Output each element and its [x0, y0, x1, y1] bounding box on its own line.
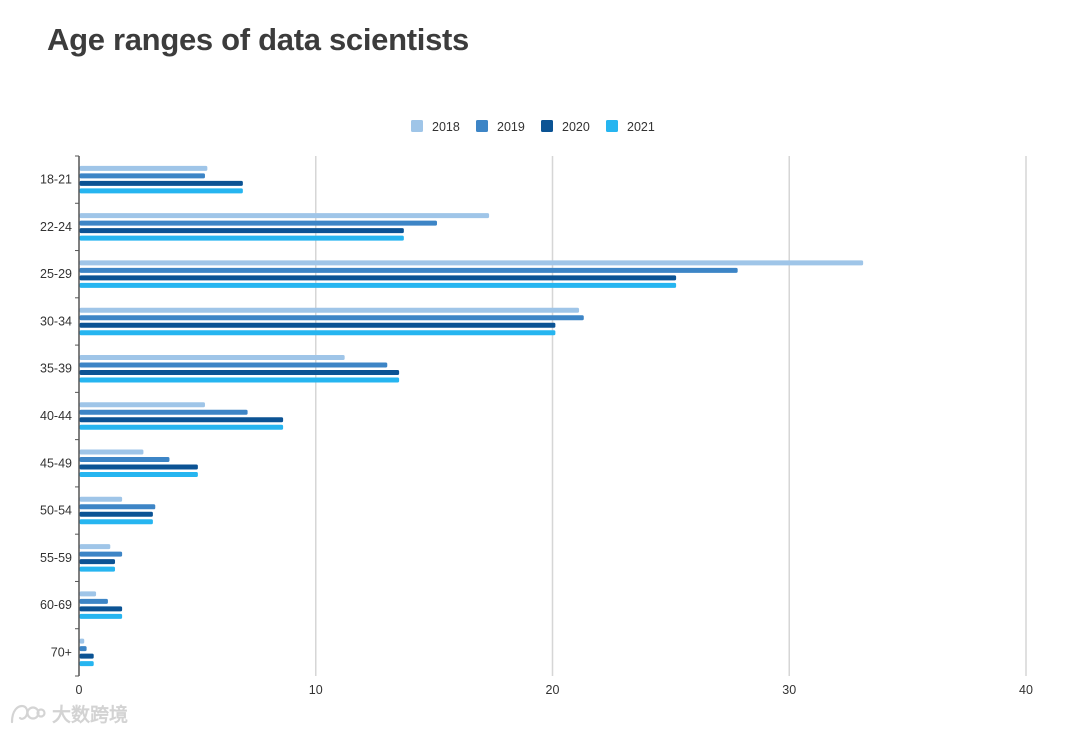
- y-tick-label: 35-39: [40, 362, 72, 376]
- bar-2020-40-44: [79, 417, 284, 423]
- bar-2020-45-49: [79, 464, 198, 470]
- bar-2018-18-21: [79, 165, 208, 171]
- y-tick-label: 55-59: [40, 551, 72, 565]
- bar-2020-35-39: [79, 369, 400, 375]
- bar-2021-25-29: [79, 282, 677, 288]
- x-tick-label: 0: [76, 683, 83, 697]
- bar-2021-35-39: [79, 377, 400, 383]
- gridlines: [315, 156, 1027, 676]
- bar-2020-18-21: [79, 180, 243, 186]
- bar-2019-25-29: [79, 267, 738, 273]
- y-tick-label: 18-21: [40, 173, 72, 187]
- bar-2019-50-54: [79, 504, 156, 510]
- legend-item-2018: 2018: [411, 120, 460, 134]
- bar-2021-40-44: [79, 424, 284, 430]
- legend-swatch: [476, 120, 488, 132]
- bar-2020-30-34: [79, 322, 556, 328]
- bar-2020-55-59: [79, 559, 116, 565]
- bar-2020-70+: [79, 653, 94, 659]
- watermark: 大数跨境: [8, 700, 128, 727]
- legend-label: 2021: [627, 120, 655, 134]
- bar-2019-55-59: [79, 551, 123, 557]
- bar-2018-25-29: [79, 260, 864, 266]
- x-tick-label: 10: [309, 683, 323, 697]
- bar-2021-70+: [79, 661, 94, 667]
- y-tick-label: 25-29: [40, 267, 72, 281]
- bars: [79, 165, 864, 667]
- bar-2020-50-54: [79, 511, 153, 517]
- bar-2018-30-34: [79, 307, 580, 313]
- x-tick-label: 20: [546, 683, 560, 697]
- brand-logo-icon: [10, 704, 46, 723]
- bar-2018-70+: [79, 638, 85, 644]
- y-tick-label: 30-34: [40, 314, 72, 328]
- legend-label: 2019: [497, 120, 525, 134]
- bar-2020-25-29: [79, 275, 677, 281]
- y-tick-label: 40-44: [40, 409, 72, 423]
- bar-2018-35-39: [79, 354, 345, 360]
- bar-2021-22-24: [79, 235, 404, 241]
- legend-swatch: [541, 120, 553, 132]
- bar-2019-30-34: [79, 315, 584, 321]
- y-tick-label: 70+: [51, 645, 72, 659]
- legend-label: 2020: [562, 120, 590, 134]
- chart-title: Age ranges of data scientists: [47, 22, 469, 57]
- bar-2019-45-49: [79, 457, 170, 463]
- bar-2021-50-54: [79, 519, 153, 525]
- legend: 2018 2019 2020 2021: [411, 120, 655, 134]
- bar-2018-60-69: [79, 591, 97, 597]
- legend-swatch: [606, 120, 618, 132]
- y-tick-label: 50-54: [40, 504, 72, 518]
- bar-2021-45-49: [79, 472, 198, 478]
- legend-item-2019: 2019: [476, 120, 525, 134]
- bar-2018-22-24: [79, 213, 490, 219]
- bar-2021-55-59: [79, 566, 116, 572]
- legend-item-2021: 2021: [606, 120, 655, 134]
- bar-2018-55-59: [79, 544, 111, 550]
- y-tick-label: 45-49: [40, 456, 72, 470]
- bar-2021-30-34: [79, 330, 556, 336]
- bar-2020-22-24: [79, 228, 404, 234]
- bar-2021-60-69: [79, 613, 123, 619]
- y-tick-label: 22-24: [40, 220, 72, 234]
- bar-2021-18-21: [79, 188, 243, 194]
- x-tick-label: 40: [1019, 683, 1033, 697]
- bar-2020-60-69: [79, 606, 123, 612]
- x-tick-label: 30: [782, 683, 796, 697]
- legend-label: 2018: [432, 120, 460, 134]
- bar-2019-18-21: [79, 173, 205, 179]
- bar-2019-70+: [79, 646, 87, 652]
- legend-swatch: [411, 120, 423, 132]
- bar-2019-40-44: [79, 409, 248, 415]
- bar-2018-45-49: [79, 449, 144, 455]
- bar-2018-40-44: [79, 402, 205, 408]
- bar-2018-50-54: [79, 496, 123, 502]
- legend-item-2020: 2020: [541, 120, 590, 134]
- bar-2019-22-24: [79, 220, 437, 226]
- watermark-text: 大数跨境: [52, 705, 129, 726]
- bar-2019-35-39: [79, 362, 388, 368]
- axes: 0 10 20 30 40 18-21 22-24 25-29 30-34 35-39 40-44 4…: [40, 155, 1033, 697]
- bar-2019-60-69: [79, 598, 108, 604]
- y-tick-label: 60-69: [40, 598, 72, 612]
